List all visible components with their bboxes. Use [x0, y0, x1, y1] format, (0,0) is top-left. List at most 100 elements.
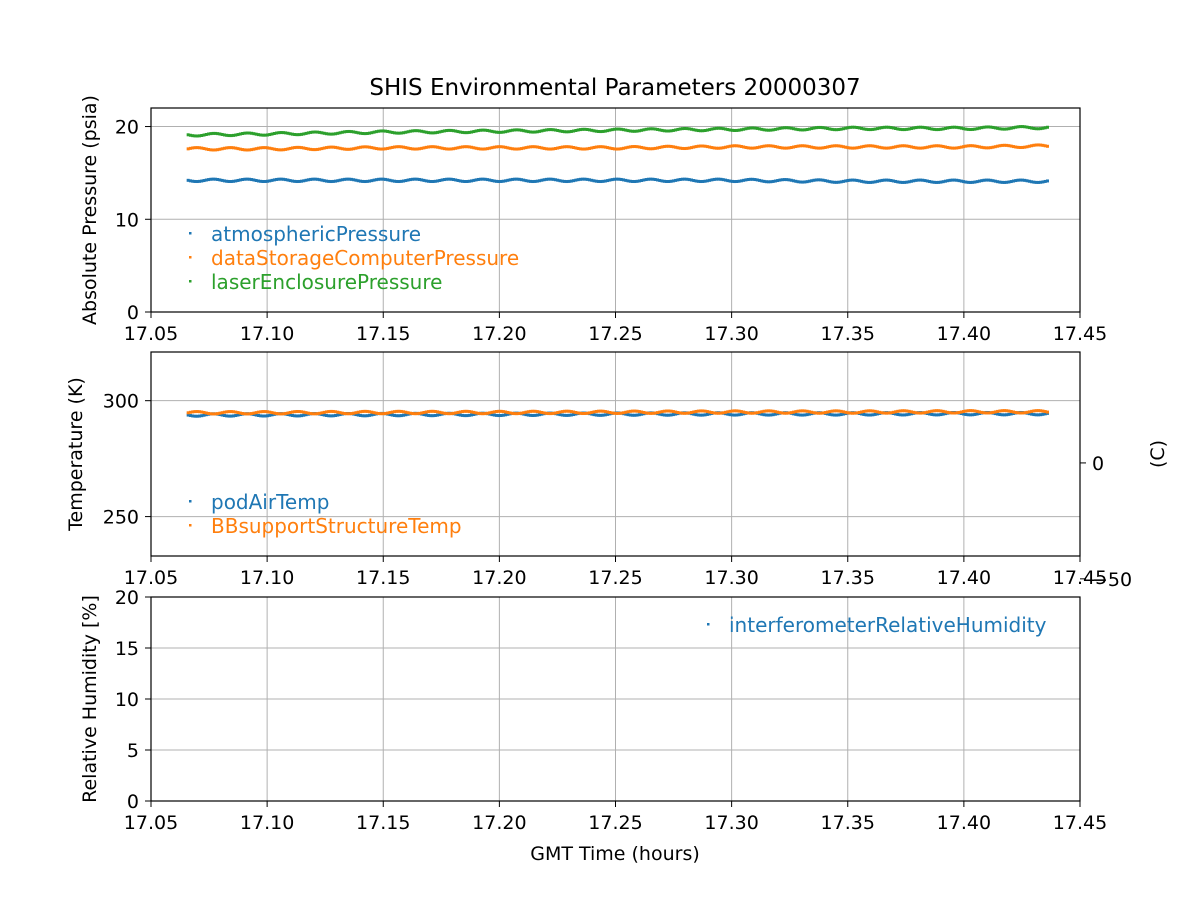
data-point	[207, 148, 211, 152]
data-point	[819, 411, 823, 415]
data-point	[526, 130, 530, 134]
data-point	[680, 127, 684, 131]
data-point	[481, 177, 485, 181]
data-point	[1002, 127, 1006, 131]
data-point	[574, 412, 578, 416]
data-point	[408, 178, 412, 182]
data-point	[535, 410, 539, 414]
legend-marker	[189, 524, 192, 527]
data-point	[300, 414, 304, 418]
data-point	[619, 411, 623, 415]
data-point	[549, 147, 553, 151]
x-tick-label: 17.35	[821, 567, 875, 589]
data-point	[832, 128, 836, 132]
data-point	[535, 179, 539, 183]
data-point	[197, 134, 201, 138]
data-point	[241, 148, 245, 152]
data-point	[1025, 125, 1029, 129]
data-point	[903, 128, 907, 132]
data-point	[631, 129, 635, 133]
data-point	[358, 131, 362, 135]
data-point	[553, 128, 557, 132]
data-point	[429, 179, 433, 183]
data-point	[438, 413, 442, 417]
data-point	[680, 177, 684, 181]
data-point	[678, 127, 682, 131]
data-point	[685, 146, 689, 150]
data-point	[268, 133, 272, 137]
data-point	[651, 147, 655, 151]
data-point	[567, 179, 571, 183]
x-tick-label: 17.45	[1053, 323, 1107, 345]
data-point	[490, 410, 494, 414]
data-point	[488, 178, 492, 182]
data-point	[331, 409, 335, 413]
data-point	[504, 130, 508, 134]
data-point	[640, 178, 644, 182]
data-point	[778, 178, 782, 182]
data-point	[470, 413, 474, 417]
data-point	[1021, 145, 1025, 149]
data-point	[850, 411, 854, 415]
data-point	[254, 178, 258, 182]
data-point	[211, 131, 215, 135]
data-point	[905, 409, 909, 413]
data-point	[397, 414, 401, 418]
data-point	[222, 146, 226, 150]
data-point	[392, 413, 396, 417]
data-point	[735, 409, 739, 413]
data-point	[753, 178, 757, 182]
data-point	[347, 177, 351, 181]
data-point	[900, 144, 904, 148]
data-point	[587, 411, 591, 415]
data-point	[950, 178, 954, 182]
data-point	[959, 412, 963, 416]
axes-frame	[150, 351, 1081, 557]
data-point	[948, 178, 952, 182]
data-point	[272, 131, 276, 135]
data-point	[905, 180, 909, 184]
data-point	[660, 179, 664, 183]
data-point	[290, 413, 294, 417]
data-point	[551, 411, 555, 415]
data-point	[991, 145, 995, 149]
data-point	[758, 127, 762, 131]
data-point	[624, 178, 628, 182]
data-point	[272, 147, 276, 151]
data-point	[619, 147, 623, 151]
data-point	[343, 412, 347, 416]
data-point	[558, 413, 562, 417]
data-point	[973, 412, 977, 416]
data-point	[533, 413, 537, 417]
data-point	[329, 145, 333, 149]
data-point	[696, 144, 700, 148]
data-point	[737, 144, 741, 148]
data-point	[773, 145, 777, 149]
data-point	[932, 127, 936, 131]
data-point	[259, 146, 263, 150]
data-point	[191, 179, 195, 183]
data-point	[828, 180, 832, 184]
data-point	[436, 410, 440, 414]
data-point	[835, 180, 839, 184]
data-point	[454, 411, 458, 415]
data-point	[1043, 412, 1047, 416]
data-point	[488, 129, 492, 133]
data-point	[778, 411, 782, 415]
data-point	[506, 410, 510, 414]
data-point	[220, 411, 224, 415]
data-point	[295, 180, 299, 184]
data-point	[1007, 412, 1011, 416]
data-point	[320, 178, 324, 182]
data-point	[801, 180, 805, 184]
data-point	[769, 180, 773, 184]
data-point	[558, 410, 562, 414]
data-point	[909, 412, 913, 416]
data-point	[814, 178, 818, 182]
data-point	[760, 127, 764, 131]
data-point	[472, 412, 476, 416]
data-point	[470, 130, 474, 134]
data-point	[726, 179, 730, 183]
data-point	[363, 132, 367, 136]
